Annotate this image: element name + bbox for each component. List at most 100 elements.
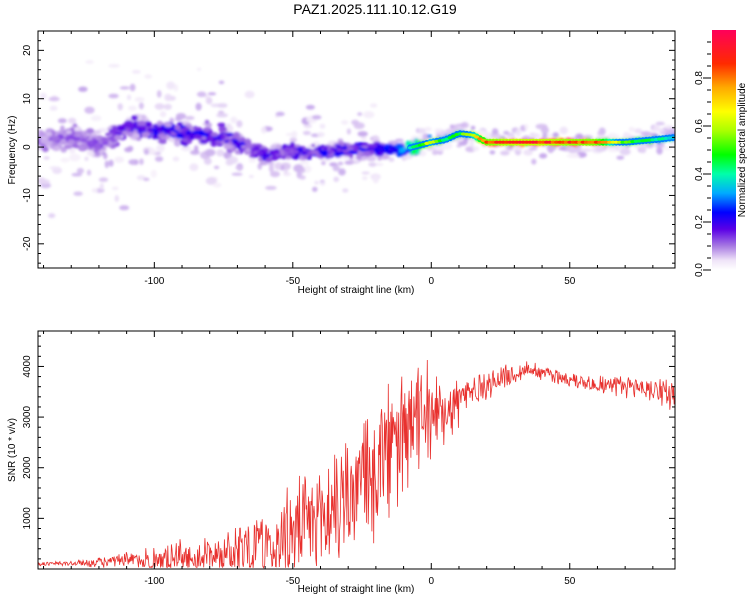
spectral-speckle (275, 111, 285, 117)
spectral-blob (225, 132, 234, 137)
spectral-blob (311, 143, 316, 148)
spectral-blob (302, 151, 308, 155)
spectral-speckle (99, 183, 104, 191)
spectral-speckle (156, 90, 162, 98)
spectral-speckle (60, 157, 70, 163)
spectral-speckle (531, 133, 541, 139)
spectral-blob (127, 132, 133, 137)
spectral-speckle (575, 133, 584, 140)
spectral-speckle (311, 115, 322, 120)
spectral-blob (202, 127, 211, 133)
spectral-speckle (338, 168, 346, 176)
spectral-speckle (196, 67, 202, 72)
spectral-blob (105, 132, 112, 137)
spectral-speckle (98, 177, 109, 182)
spectral-speckle (134, 97, 145, 102)
spectral-speckle (640, 131, 652, 136)
spectral-blob (116, 125, 125, 131)
spectral-blob (427, 134, 432, 138)
spectral-speckle (265, 185, 277, 190)
spectral-speckle (203, 157, 212, 165)
spectrogram-x-axis-label: Height of straight line (km) (298, 285, 415, 296)
spectral-speckle (154, 103, 165, 110)
spectral-speckle (470, 125, 476, 130)
spectral-blob (336, 144, 342, 150)
spectral-speckle (443, 141, 453, 150)
spectral-speckle (469, 140, 475, 148)
spectral-speckle (196, 91, 207, 98)
spectral-blob (86, 128, 95, 134)
spectral-speckle (655, 121, 665, 126)
spectral-blob (208, 136, 214, 141)
spectral-speckle (424, 126, 432, 132)
spectral-speckle (559, 126, 568, 135)
spectral-speckle (472, 146, 480, 152)
spectral-speckle (373, 162, 384, 166)
spectral-speckle (363, 111, 375, 119)
spectral-speckle (205, 96, 213, 105)
spectral-speckle (150, 169, 157, 178)
spectral-blob (197, 130, 205, 135)
spectral-speckle (124, 147, 133, 153)
x-tick-label: 50 (564, 276, 576, 287)
spectral-speckle (108, 159, 114, 167)
spectral-speckle (456, 144, 462, 148)
y-tick-label: -10 (22, 188, 33, 203)
spectral-speckle (129, 83, 136, 92)
spectral-blob (66, 130, 72, 135)
spectral-speckle (652, 125, 661, 132)
y-tick-label: 0 (22, 144, 33, 150)
spectral-speckle (248, 175, 254, 178)
spectral-blob (52, 135, 60, 142)
spectral-speckle (166, 81, 176, 90)
spectral-speckle (144, 74, 152, 79)
spectral-speckle (236, 120, 243, 128)
spectrogram-frame (37, 30, 676, 269)
spectral-blob (122, 130, 129, 135)
spectral-blob (302, 153, 309, 159)
colorbar-tick-label: 0.6 (694, 119, 705, 133)
spectral-blob (152, 131, 159, 136)
spectral-speckle (248, 157, 256, 163)
x-tick-label: -100 (144, 276, 164, 287)
spectral-speckle (432, 150, 438, 156)
spectral-blob (145, 122, 151, 128)
spectral-blob (373, 141, 381, 145)
spectral-speckle (368, 162, 377, 167)
spectral-speckle (370, 103, 378, 108)
spectral-speckle (48, 213, 56, 219)
spectral-blob (93, 142, 102, 149)
spectral-blob (285, 155, 292, 160)
spectral-speckle (654, 144, 665, 148)
spectral-speckle (597, 131, 603, 136)
spectral-speckle (213, 165, 220, 170)
spectral-blob (257, 150, 264, 156)
spectral-blob (79, 143, 88, 148)
spectral-speckle (321, 161, 326, 165)
spectral-speckle (39, 179, 51, 185)
spectral-speckle (609, 133, 620, 141)
spectral-blob (210, 133, 219, 137)
spectral-blob (361, 145, 369, 149)
spectral-speckle (164, 93, 172, 102)
spectral-blob (217, 122, 226, 127)
spectral-speckle (366, 155, 377, 162)
spectral-blob (348, 150, 356, 154)
spectral-speckle (337, 161, 344, 166)
spectral-speckle (217, 103, 228, 108)
spectral-blob (263, 148, 269, 152)
spectral-speckle (623, 131, 629, 137)
spectral-speckle (515, 128, 522, 137)
spectral-speckle (426, 146, 438, 151)
spectral-speckle (332, 164, 340, 172)
spectral-speckle (372, 175, 379, 184)
spectral-speckle (185, 116, 195, 120)
spectral-blob (284, 146, 292, 153)
spectral-speckle (558, 146, 567, 151)
x-tick-label: -50 (286, 276, 301, 287)
spectral-blob (205, 123, 212, 129)
spectral-blob (60, 140, 68, 145)
spectral-speckle (477, 129, 487, 136)
spectral-blob (275, 153, 282, 157)
